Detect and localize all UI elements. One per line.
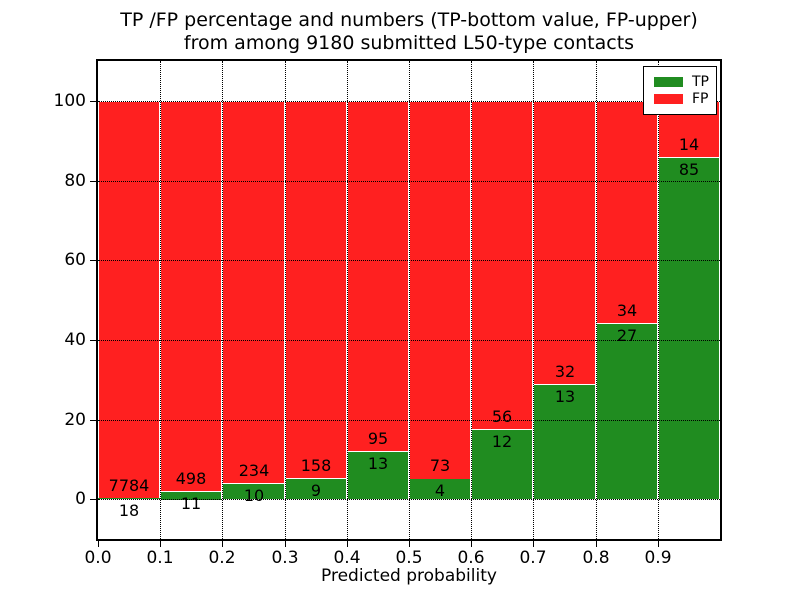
- fp-count-label: 234: [238, 461, 270, 480]
- v-gridline: [533, 61, 534, 539]
- x-tick: [658, 541, 659, 547]
- v-gridline: [160, 61, 161, 539]
- x-tick: [285, 541, 286, 547]
- x-tick-label: 0.3: [271, 548, 299, 568]
- x-tick-label: 0.8: [582, 548, 610, 568]
- y-tick: [90, 340, 96, 341]
- tp-count-label: 9: [310, 481, 322, 500]
- v-gridline: [285, 61, 286, 539]
- tp-count-label: 13: [367, 454, 389, 473]
- legend-item: FP: [654, 91, 716, 107]
- y-tick: [90, 101, 96, 102]
- v-gridline: [222, 61, 223, 539]
- legend-label: TP: [692, 74, 709, 90]
- tp-count-label: 4: [434, 481, 446, 500]
- bar-fp-0: [98, 101, 160, 498]
- bar-fp-7: [533, 101, 596, 384]
- legend: TP FP: [643, 66, 717, 115]
- fp-count-label: 34: [616, 301, 638, 320]
- bar-tp-9: [658, 157, 720, 499]
- tp-count-label: 10: [243, 486, 265, 505]
- bar-fp-8: [596, 101, 658, 323]
- x-tick: [222, 541, 223, 547]
- bar-fp-5: [409, 101, 471, 479]
- x-tick: [160, 541, 161, 547]
- tp-count-label: 18: [118, 501, 140, 520]
- y-tick-label: 60: [64, 250, 86, 270]
- x-tick: [98, 541, 99, 547]
- y-tick: [90, 260, 96, 261]
- x-tick-label: 0.1: [146, 548, 174, 568]
- plot-area: 7784 18 498 11 234 10 158 9 95 13 73 4 56 12 32 13 34 27 1…: [54, 61, 720, 568]
- fp-legend-swatch: [654, 94, 683, 104]
- fp-count-label: 7784: [108, 476, 150, 495]
- y-tick-label: 40: [64, 330, 86, 350]
- fp-count-label: 73: [429, 456, 451, 475]
- x-tick: [409, 541, 410, 547]
- bar-fp-6: [471, 101, 533, 429]
- x-tick-label: 0.5: [395, 548, 423, 568]
- legend-item: TP: [654, 74, 716, 90]
- bar-tp-8: [596, 323, 658, 499]
- v-gridline: [471, 61, 472, 539]
- x-tick-label: 0.9: [644, 548, 672, 568]
- fp-count-label: 95: [367, 429, 389, 448]
- x-tick-label: 0.4: [333, 548, 361, 568]
- bar-fp-2: [222, 101, 285, 483]
- v-gridline: [658, 61, 659, 539]
- x-tick-label: 0.2: [208, 548, 236, 568]
- bar-fp-4: [347, 101, 409, 451]
- y-tick-label: 20: [64, 410, 86, 430]
- bar-fp-1: [160, 101, 222, 491]
- y-tick: [90, 420, 96, 421]
- tp-legend-swatch: [654, 77, 683, 87]
- chart-title-line1: TP /FP percentage and numbers (TP-bottom…: [120, 9, 698, 31]
- x-tick-label: 0.0: [84, 548, 112, 568]
- fp-count-label: 56: [491, 407, 513, 426]
- tp-count-label: 11: [180, 494, 202, 513]
- y-tick: [90, 499, 96, 500]
- x-tick: [347, 541, 348, 547]
- v-gridline: [347, 61, 348, 539]
- x-tick-label: 0.6: [457, 548, 485, 568]
- fp-count-label: 498: [175, 469, 207, 488]
- fp-count-label: 158: [300, 456, 332, 475]
- fp-count-label: 32: [554, 362, 576, 381]
- tp-count-label: 27: [616, 326, 638, 345]
- x-tick-label: 0.7: [519, 548, 547, 568]
- v-gridline: [596, 61, 597, 539]
- x-tick: [471, 541, 472, 547]
- tp-count-label: 13: [554, 387, 576, 406]
- x-tick: [596, 541, 597, 547]
- bar-tp-0: [98, 498, 160, 499]
- bar-fp-3: [285, 101, 347, 478]
- tp-count-label: 12: [491, 432, 513, 451]
- tp-count-label: 85: [678, 160, 700, 179]
- fp-count-label: 14: [678, 135, 700, 154]
- x-axis-label: Predicted probability: [321, 566, 497, 586]
- v-gridline: [409, 61, 410, 539]
- x-tick: [533, 541, 534, 547]
- y-tick-label: 80: [64, 171, 86, 191]
- chart-title-line2: from among 9180 submitted L50-type conta…: [183, 32, 635, 54]
- bar-tp-4: [347, 451, 409, 499]
- y-tick-label: 0: [75, 489, 86, 509]
- y-tick-label: 100: [53, 91, 86, 111]
- y-tick: [90, 181, 96, 182]
- legend-label: FP: [692, 91, 709, 107]
